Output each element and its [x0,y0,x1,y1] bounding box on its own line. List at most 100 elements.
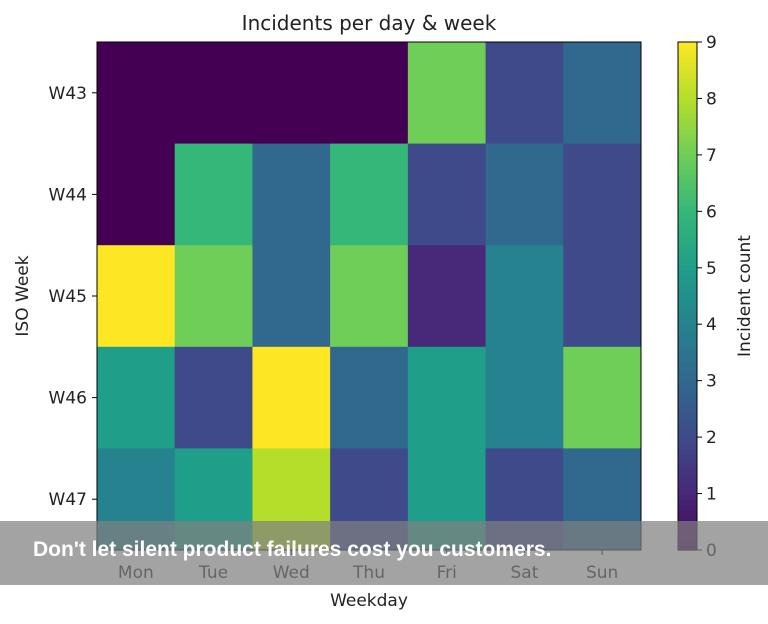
heatmap-cell [97,42,176,145]
colorbar-segment [678,189,697,195]
colorbar-segment [678,504,697,510]
colorbar-segment [678,148,697,155]
colorbar-segment [678,199,697,206]
colorbar-segment [678,245,697,251]
colorbar-segment [678,489,697,495]
colorbar-segment [678,204,697,211]
colorbar-segment [678,387,697,394]
colorbar-segment [678,72,697,79]
colorbar-segment [678,473,697,480]
caption-text: Don't let silent product failures cost y… [33,538,552,561]
colorbar-segment [678,82,697,89]
colorbar-segment [678,143,697,150]
colorbar-segment [678,514,697,521]
heatmap-cell [485,42,564,145]
heatmap-cell [485,245,564,348]
heatmap-cell [407,346,487,449]
colorbar-segment [678,265,697,272]
colorbar-tick-label: 6 [706,202,717,222]
colorbar-segment [678,428,697,434]
colorbar-segment [678,179,697,185]
heatmap-cell [563,245,642,348]
colorbar-tick-label: 3 [706,372,717,392]
colorbar-segment [678,458,697,465]
colorbar-tick-label: 9 [706,33,717,53]
colorbar-segment [678,417,697,424]
colorbar-segment [678,97,697,104]
colorbar-segment [678,351,697,358]
heatmap-cell [485,143,564,246]
heatmap-cell [174,346,253,449]
colorbar-tick-label: 1 [706,485,717,505]
colorbar-segment [678,113,697,119]
colorbar-segment [678,42,697,48]
colorbar-segment [678,412,697,419]
colorbar-segment [678,229,697,236]
colorbar-segment [678,331,697,338]
colorbar-segment [678,362,697,368]
colorbar-segment [678,214,697,221]
colorbar-segment [678,235,697,241]
colorbar-segment [678,92,697,99]
heatmap-cell [563,42,642,145]
colorbar-segment [678,311,697,317]
colorbar-segment [678,433,697,439]
heatmap-cell [97,143,176,246]
x-axis-label: Weekday [330,591,408,611]
colorbar-segment [678,392,697,399]
colorbar-segment [678,494,697,500]
heatmap-cell [174,42,253,145]
colorbar-segment [678,138,697,145]
colorbar-segment [678,321,697,328]
colorbar-tick-label: 7 [706,146,717,166]
caption-banner [0,521,768,585]
colorbar-segment [678,346,697,353]
colorbar-segment [678,47,697,53]
colorbar-segment [678,296,697,302]
colorbar-segment [678,163,697,170]
colorbar-segment [678,341,697,348]
heatmap-cell [407,245,487,348]
colorbar-segment [678,453,697,460]
colorbar-segment [678,184,697,190]
colorbar-segment [678,372,697,378]
colorbar-segment [678,356,697,363]
colorbar-segment [678,255,697,262]
colorbar-segment [678,483,697,490]
heatmap-cell [97,245,176,348]
y-tick-label: W47 [49,490,87,510]
colorbar-tick-label: 4 [706,315,717,335]
heatmap-cell [330,42,409,145]
heatmap-cell [97,346,176,449]
colorbar-segment [678,77,697,84]
heatmap-cell [252,346,331,449]
colorbar-segment [678,260,697,267]
colorbar-segment [678,209,697,216]
colorbar-tick-label: 2 [706,428,717,448]
colorbar-segment [678,463,697,470]
colorbar-segment [678,285,697,292]
colorbar-segment [678,367,697,373]
heatmap-cell [252,143,331,246]
colorbar-segment [678,280,697,287]
heatmap-cell [485,346,564,449]
y-axis-label: ISO Week [13,255,33,336]
colorbar-segment [678,316,697,322]
colorbar-segment [678,499,697,505]
heatmap-cell [563,143,642,246]
colorbar-segment [678,128,697,135]
colorbar-segment [678,169,697,175]
colorbar-segment [678,397,697,404]
y-tick-label: W45 [49,287,87,307]
heatmap-cell [563,346,642,449]
colorbar-segment [678,275,697,282]
colorbar-segment [678,87,697,94]
colorbar-segment [678,133,697,140]
colorbar-segment [678,67,697,74]
heatmap-cell [174,143,253,246]
colorbar-segment [678,290,697,297]
colorbar-segment [678,478,697,485]
heatmap-cell [330,245,409,348]
colorbar-segment [678,52,697,58]
